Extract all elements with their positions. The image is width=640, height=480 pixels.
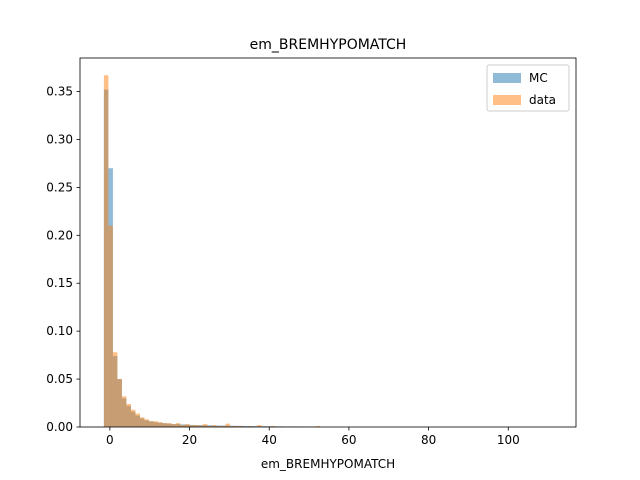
x-tick-label: 0 bbox=[106, 433, 114, 447]
bar-data-2 bbox=[112, 352, 118, 427]
bar-data-1 bbox=[108, 225, 113, 427]
bar-data-3 bbox=[117, 379, 122, 427]
bar-data-0 bbox=[103, 75, 109, 427]
bar-data-7 bbox=[135, 413, 140, 427]
bar-data-15 bbox=[171, 424, 176, 427]
y-tick-label: 0.35 bbox=[46, 85, 73, 99]
bar-data-23 bbox=[207, 426, 212, 427]
bar-data-27 bbox=[225, 423, 230, 427]
axes-frame bbox=[79, 57, 577, 428]
bar-data-24 bbox=[211, 425, 217, 427]
bar-data-11 bbox=[153, 421, 158, 427]
y-tick-label: 0.20 bbox=[46, 228, 73, 242]
bar-data-12 bbox=[157, 422, 163, 427]
y-tick-label: 0.30 bbox=[46, 132, 73, 146]
x-tick-label: 60 bbox=[341, 433, 356, 447]
bar-mc-31 bbox=[243, 425, 248, 427]
legend-swatch-data bbox=[493, 95, 521, 105]
x-tick-label: 80 bbox=[421, 433, 436, 447]
bar-data-14 bbox=[166, 423, 172, 427]
bar-data-4 bbox=[121, 396, 127, 427]
bar-data-20 bbox=[193, 425, 199, 427]
x-tick-label: 20 bbox=[182, 433, 197, 447]
bar-data-17 bbox=[180, 425, 185, 427]
bar-data-28 bbox=[229, 426, 235, 427]
bar-data-30 bbox=[238, 426, 244, 427]
y-tick-label: 0.00 bbox=[46, 420, 73, 434]
legend-swatch-mc bbox=[493, 73, 521, 83]
y-tick-label: 0.10 bbox=[46, 324, 73, 338]
x-axis-label: em_BREMHYPOMATCH bbox=[261, 457, 395, 471]
bar-data-13 bbox=[162, 423, 167, 427]
bar-data-32 bbox=[247, 426, 253, 427]
bar-data-19 bbox=[189, 425, 194, 427]
bars-group bbox=[103, 75, 320, 427]
y-tick-label: 0.25 bbox=[46, 180, 73, 194]
bar-data-29 bbox=[234, 426, 239, 427]
bar-data-21 bbox=[198, 425, 203, 427]
x-tick-label: 100 bbox=[497, 433, 520, 447]
y-tick-label: 0.15 bbox=[46, 276, 73, 290]
x-tick-label: 40 bbox=[262, 433, 277, 447]
bar-data-5 bbox=[126, 404, 131, 427]
bar-data-47 bbox=[315, 426, 320, 427]
bar-data-37 bbox=[270, 426, 275, 427]
legend-label-data: data bbox=[529, 93, 556, 107]
bar-data-8 bbox=[139, 417, 145, 427]
bar-data-9 bbox=[144, 419, 149, 427]
bar-data-10 bbox=[148, 421, 154, 427]
bar-data-22 bbox=[202, 424, 208, 427]
bar-data-25 bbox=[216, 426, 221, 427]
bar-data-18 bbox=[184, 424, 190, 427]
chart-title: em_BREMHYPOMATCH bbox=[250, 37, 407, 53]
legend-label-mc: MC bbox=[529, 71, 548, 85]
bar-data-26 bbox=[220, 426, 226, 427]
bar-data-16 bbox=[175, 423, 181, 427]
legend: MC data bbox=[486, 64, 570, 112]
bar-data-6 bbox=[130, 409, 136, 427]
ticks-group: 0 20 40 60 80 100 0.00 0.05 0.10 0.15 0.20 0.25 0.30… bbox=[46, 85, 519, 447]
bar-data-34 bbox=[256, 425, 262, 427]
y-tick-label: 0.05 bbox=[46, 372, 73, 386]
